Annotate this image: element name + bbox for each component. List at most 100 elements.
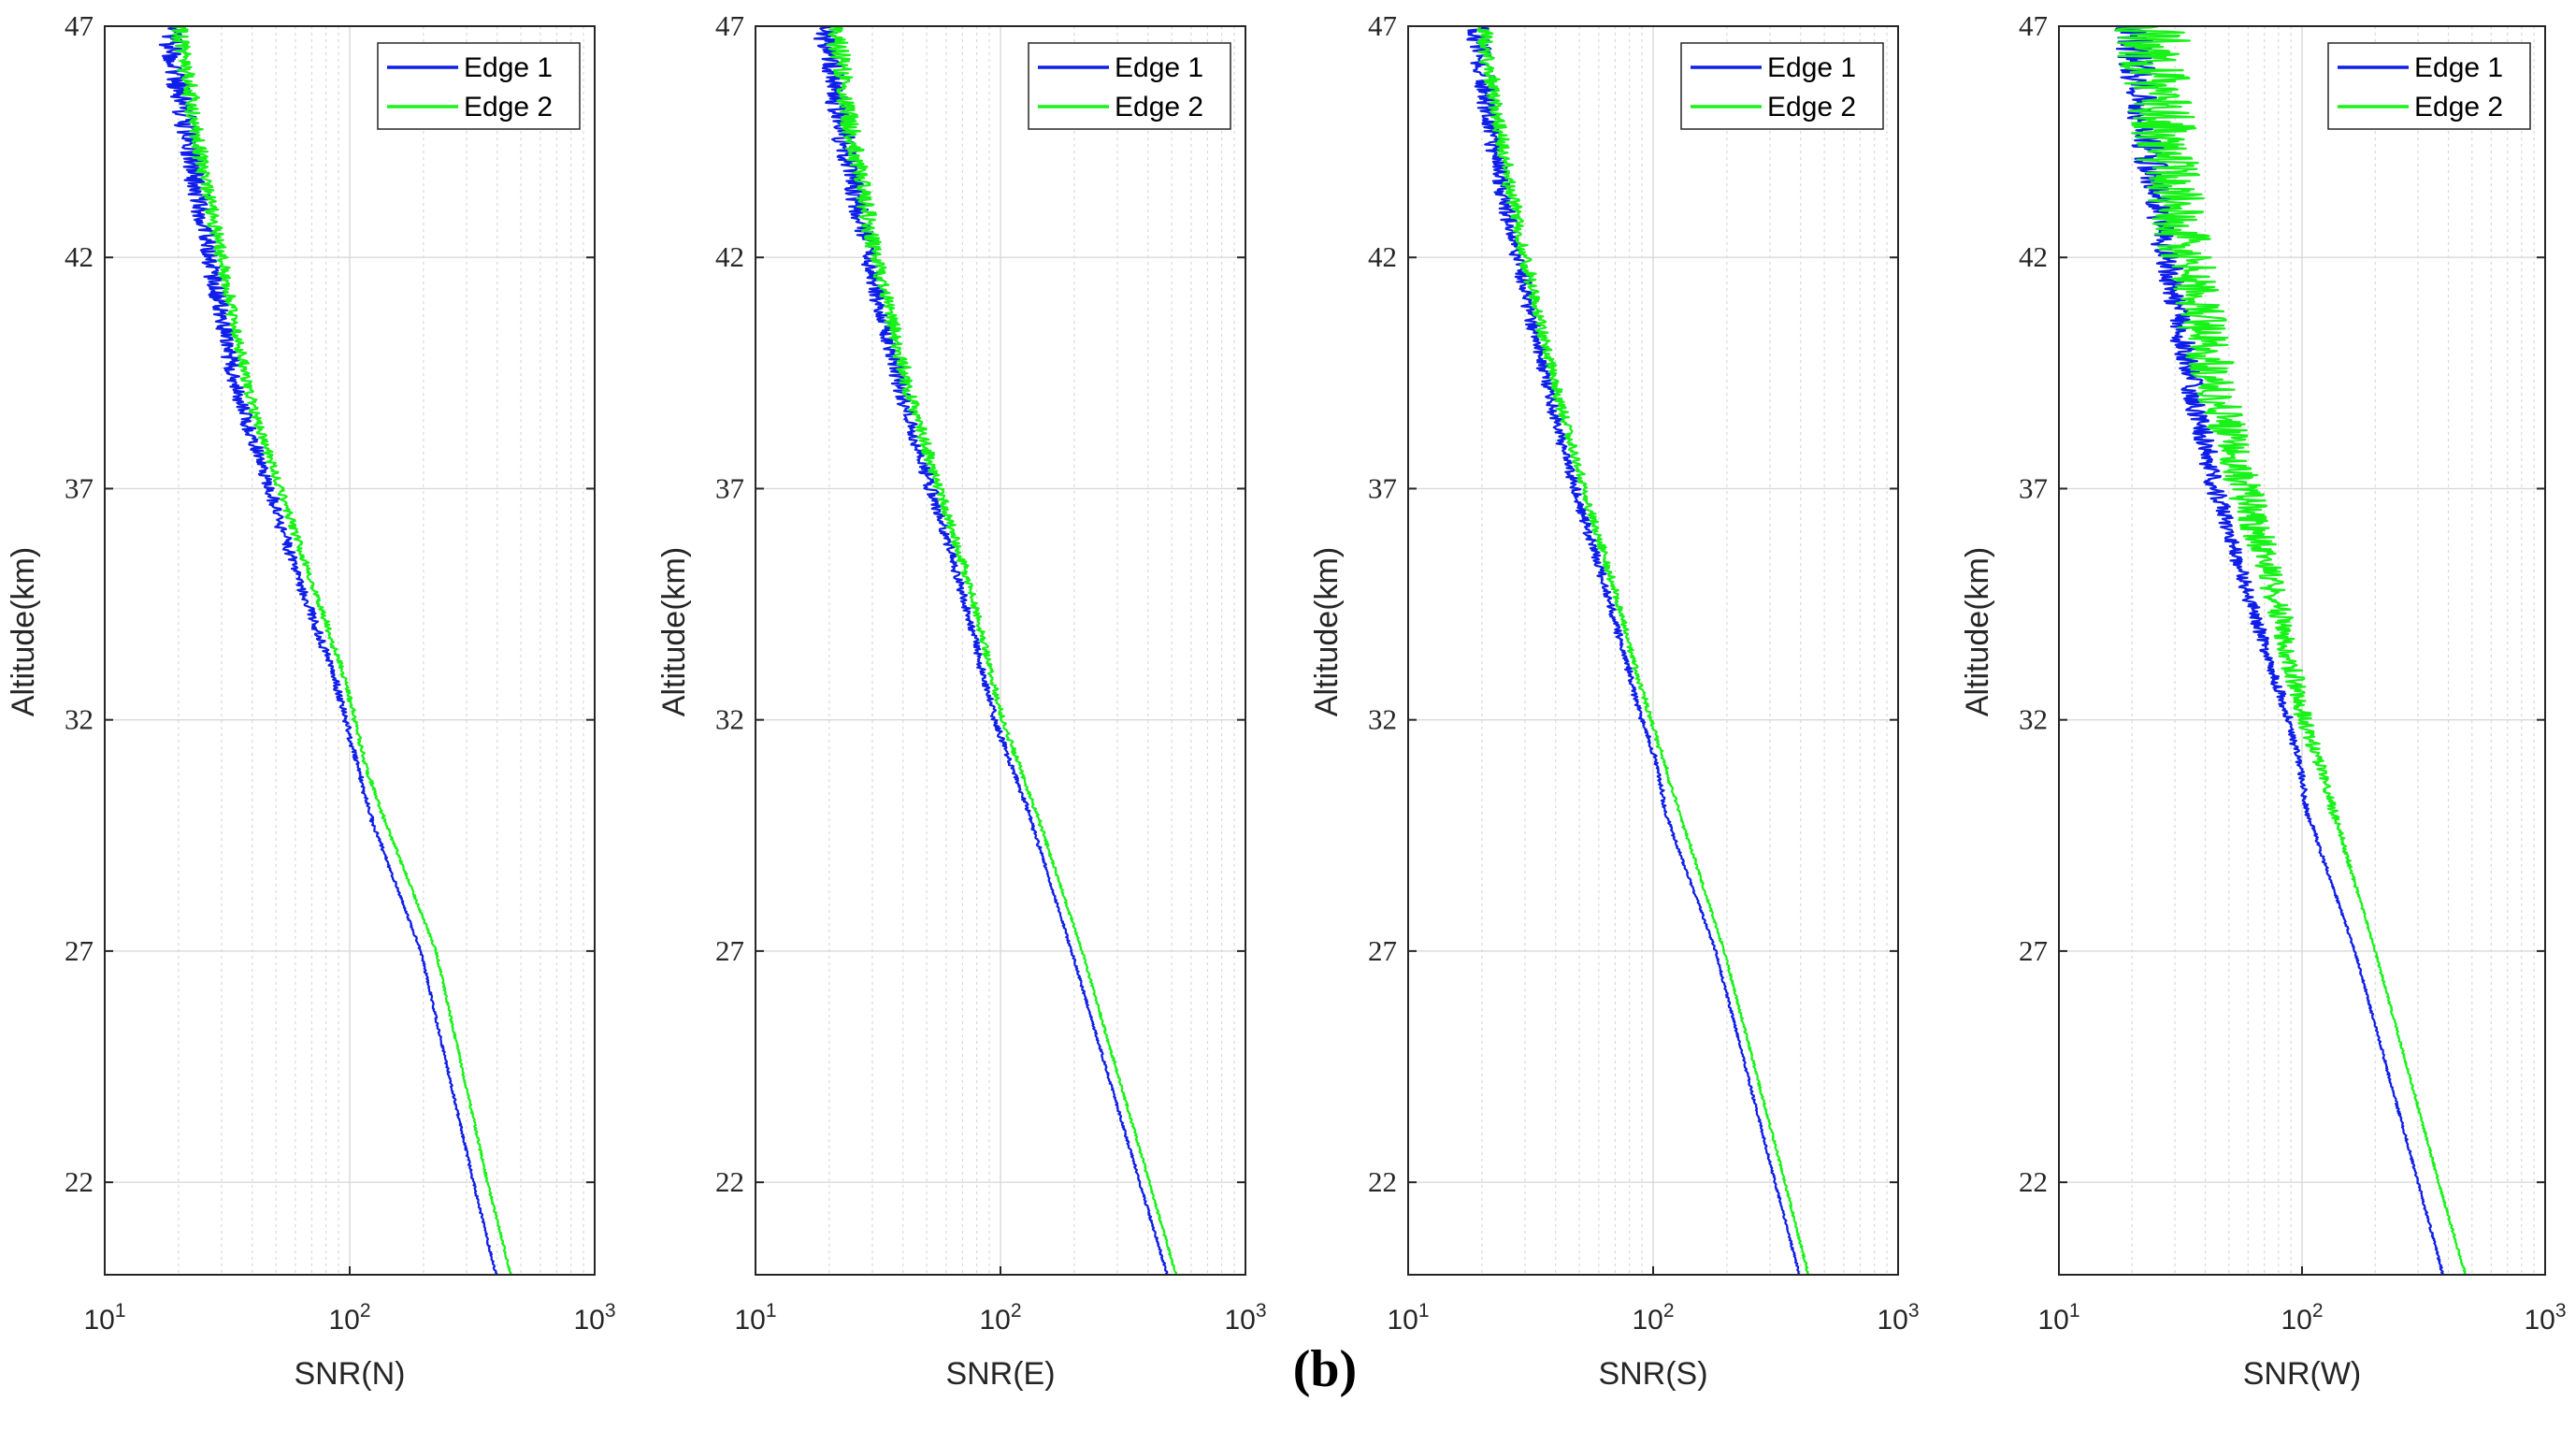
x-tick-label: 102	[2281, 1300, 2323, 1336]
x-tick-label: 102	[328, 1300, 370, 1336]
x-tick-exponent: 2	[1011, 1300, 1022, 1322]
x-tick-exponent: 1	[115, 1300, 126, 1322]
x-tick-exponent: 1	[766, 1300, 777, 1322]
legend: Edge 1 Edge 2	[1028, 42, 1231, 130]
series-line-edge-1	[158, 26, 498, 1275]
y-tick-label: 37	[2019, 471, 2048, 504]
x-tick-label: 102	[979, 1300, 1021, 1336]
grid	[1407, 25, 1899, 1275]
y-tick-label: 32	[715, 703, 744, 736]
legend-entry: Edge 2	[2414, 92, 2503, 123]
y-tick-label: 47	[715, 9, 744, 42]
y-tick-label: 32	[1368, 703, 1397, 736]
legend-box	[1028, 42, 1231, 130]
x-tick-label: 101	[1387, 1300, 1429, 1336]
x-tick-label: 103	[2524, 1300, 2566, 1336]
series-group	[158, 26, 512, 1275]
x-tick-exponent: 2	[2312, 1300, 2324, 1322]
legend-entry: Edge 2	[464, 92, 553, 123]
x-tick-base: 10	[1877, 1305, 1907, 1336]
legend: Edge 1 Edge 2	[1680, 42, 1884, 130]
y-axis-title: Altitude(km)	[656, 547, 692, 716]
x-axis-title: SNR(E)	[945, 1356, 1055, 1392]
y-tick-label: 47	[65, 9, 94, 42]
series-line-edge-2	[2114, 26, 2468, 1275]
x-tick-base: 10	[573, 1305, 604, 1336]
y-axis-title: Altitude(km)	[1309, 547, 1345, 716]
y-tick-label: 27	[2019, 934, 2048, 967]
x-tick-exponent: 1	[2069, 1300, 2080, 1322]
x-tick-base: 10	[2037, 1305, 2068, 1336]
x-tick-label: 103	[1877, 1300, 1919, 1336]
x-tick-exponent: 3	[2555, 1300, 2567, 1322]
legend-box	[1680, 42, 1884, 130]
legend-entry: Edge 1	[2414, 52, 2503, 83]
legend-entry: Edge 2	[1767, 92, 1856, 123]
grid	[104, 25, 596, 1275]
series-line-edge-2	[170, 26, 512, 1275]
x-tick-exponent: 1	[1418, 1300, 1430, 1322]
x-tick-base: 10	[1224, 1305, 1255, 1336]
legend-entry: Edge 1	[1767, 52, 1856, 83]
y-tick-label: 47	[2019, 9, 2048, 42]
y-tick-label: 42	[2019, 240, 2048, 273]
y-tick-label: 22	[715, 1165, 744, 1198]
y-tick-label: 27	[1368, 934, 1397, 967]
x-tick-label: 103	[573, 1300, 615, 1336]
x-tick-exponent: 3	[1908, 1300, 1920, 1322]
x-tick-base: 10	[83, 1305, 114, 1336]
legend: Edge 1 Edge 2	[377, 42, 581, 130]
y-tick-label: 32	[2019, 703, 2048, 736]
x-tick-base: 10	[1632, 1305, 1662, 1336]
legend-box	[2327, 42, 2531, 130]
grid	[2058, 25, 2546, 1275]
y-tick-label: 42	[65, 240, 94, 273]
x-tick-label: 102	[1632, 1300, 1674, 1336]
series-line-edge-2	[826, 26, 1178, 1275]
series-line-edge-1	[813, 26, 1169, 1275]
x-tick-label: 101	[2037, 1300, 2080, 1336]
y-tick-label: 42	[1368, 240, 1397, 273]
figure-caption: (b)	[1293, 1340, 1357, 1398]
series-line-edge-1	[1466, 26, 1801, 1275]
y-axis-title: Altitude(km)	[6, 547, 41, 716]
x-tick-exponent: 3	[605, 1300, 616, 1322]
x-tick-base: 10	[1387, 1305, 1418, 1336]
legend-box	[377, 42, 581, 130]
y-tick-label: 22	[1368, 1165, 1397, 1198]
x-tick-exponent: 3	[1256, 1300, 1267, 1322]
legend-entry: Edge 1	[1115, 52, 1203, 83]
x-tick-base: 10	[328, 1305, 359, 1336]
legend: Edge 1 Edge 2	[2327, 42, 2531, 130]
y-tick-label: 37	[715, 471, 744, 504]
x-tick-label: 101	[734, 1300, 776, 1336]
x-axis-title: SNR(N)	[295, 1356, 406, 1392]
x-axis-title: SNR(S)	[1598, 1356, 1707, 1392]
y-tick-label: 42	[715, 240, 744, 273]
y-tick-label: 27	[715, 934, 744, 967]
x-tick-base: 10	[2524, 1305, 2554, 1336]
series-line-edge-2	[1476, 26, 1810, 1275]
y-tick-label: 27	[65, 934, 94, 967]
y-tick-label: 22	[65, 1165, 94, 1198]
x-tick-exponent: 2	[1663, 1300, 1675, 1322]
y-axis-title: Altitude(km)	[1960, 547, 1995, 716]
x-tick-base: 10	[734, 1305, 765, 1336]
x-tick-label: 101	[83, 1300, 125, 1336]
grid	[755, 25, 1246, 1275]
legend-entry: Edge 1	[464, 52, 553, 83]
x-tick-base: 10	[2281, 1305, 2311, 1336]
y-tick-label: 22	[2019, 1165, 2048, 1198]
series-group	[2114, 26, 2468, 1275]
legend-entry: Edge 2	[1115, 92, 1203, 123]
x-axis-title: SNR(W)	[2243, 1356, 2362, 1392]
